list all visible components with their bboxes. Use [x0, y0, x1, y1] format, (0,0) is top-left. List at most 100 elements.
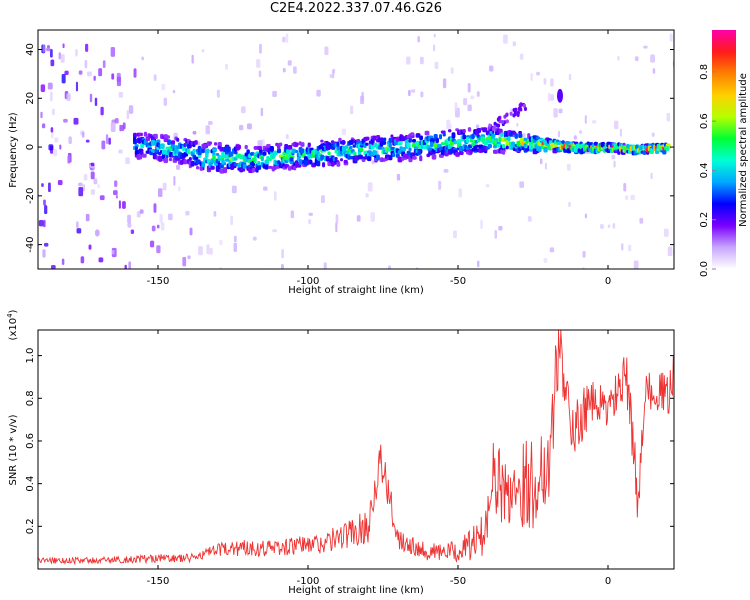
- heatmap-noise-cell: [633, 260, 639, 269]
- heatmap-signal-cell: [458, 151, 464, 155]
- heatmap-noise-cell: [50, 265, 56, 269]
- heatmap-signal-cell: [388, 142, 392, 148]
- spectrogram-y-tick-label: -20: [25, 188, 36, 204]
- heatmap-signal-cell: [365, 136, 370, 141]
- spectrogram-y-tick-label: 0: [25, 144, 36, 150]
- heatmap-signal-cell: [417, 150, 421, 156]
- heatmap-noise-cell: [252, 236, 257, 241]
- heatmap-noise-cell: [111, 73, 115, 80]
- heatmap-noise-cell: [48, 144, 54, 151]
- heatmap-noise-cell: [512, 41, 516, 47]
- heatmap-noise-cell: [105, 134, 109, 144]
- heatmap-signal-cell: [482, 127, 488, 133]
- heatmap-noise-cell: [356, 215, 361, 222]
- heatmap-noise-cell: [323, 262, 327, 269]
- snr-line-series: [38, 330, 674, 566]
- heatmap-signal-cell: [298, 159, 303, 165]
- heatmap-signal-cell: [307, 142, 311, 148]
- heatmap-noise-cell: [78, 70, 83, 75]
- heatmap-signal-cell: [273, 150, 278, 156]
- heatmap-signal-cell: [170, 143, 175, 149]
- heatmap-noise-cell: [48, 182, 51, 193]
- heatmap-signal-cell: [390, 134, 394, 138]
- heatmap-noise-cell: [467, 104, 472, 112]
- heatmap-signal-cell: [271, 154, 276, 159]
- heatmap-signal-cell: [390, 147, 396, 151]
- heatmap-signal-cell: [367, 155, 372, 162]
- heatmap-noise-cell: [46, 47, 51, 52]
- heatmap-noise-cell: [316, 89, 321, 97]
- heatmap-signal-cell: [642, 150, 647, 155]
- heatmap-noise-cell: [420, 91, 424, 98]
- heatmap-signal-cell: [223, 154, 228, 159]
- heatmap-noise-cell: [308, 219, 312, 225]
- heatmap-signal-cell: [187, 148, 191, 155]
- heatmap-noise-cell: [85, 213, 90, 222]
- heatmap-signal-cell: [388, 138, 393, 143]
- heatmap-noise-cell: [287, 60, 292, 66]
- heatmap-signal-cell: [557, 141, 562, 146]
- heatmap-secondary-cell: [518, 106, 522, 111]
- heatmap-signal-cell: [260, 156, 264, 162]
- heatmap-signal-cell: [181, 147, 187, 151]
- heatmap-noise-cell: [652, 68, 656, 74]
- heatmap-secondary-cell: [488, 123, 492, 128]
- heatmap-noise-cell: [367, 182, 373, 192]
- heatmap-noise-cell: [415, 267, 419, 269]
- heatmap-signal-cell: [161, 153, 166, 160]
- heatmap-signal-cell: [406, 150, 411, 156]
- heatmap-noise-cell: [151, 225, 156, 232]
- heatmap-signal-cell: [287, 144, 293, 150]
- spectrogram-x-tick-label: -150: [147, 276, 170, 287]
- heatmap-secondary-cell: [496, 117, 500, 122]
- heatmap-noise-cell: [90, 171, 95, 180]
- heatmap-signal-cell: [264, 159, 269, 165]
- heatmap-noise-cell: [477, 260, 480, 268]
- heatmap-noise-cell: [281, 249, 284, 259]
- snr-y-tick-label: 0.4: [25, 476, 36, 492]
- heatmap-signal-cell: [134, 150, 140, 155]
- heatmap-noise-cell: [259, 43, 262, 54]
- heatmap-signal-cell: [520, 137, 525, 143]
- heatmap-secondary-cell: [505, 119, 509, 124]
- heatmap-signal-cell: [538, 147, 542, 153]
- heatmap-signal-cell: [354, 155, 359, 160]
- heatmap-signal-cell: [359, 147, 364, 152]
- snr-x-tick-label: 0: [605, 576, 611, 587]
- heatmap-noise-cell: [61, 258, 65, 265]
- heatmap-noise-cell: [159, 213, 163, 224]
- heatmap-signal-cell: [253, 157, 257, 164]
- heatmap-signal-cell: [133, 136, 137, 142]
- heatmap-signal-cell: [151, 148, 155, 153]
- heatmap-noise-cell: [433, 44, 436, 52]
- heatmap-signal-cell: [379, 137, 384, 143]
- heatmap-signal-cell: [300, 148, 305, 154]
- heatmap-noise-cell: [40, 111, 43, 119]
- spectrogram-y-label: Frequency (Hz): [8, 112, 19, 188]
- snr-panel: -150 -100 -50 0 0.2 0.4 0.6 0.8 1.0 Height of s…: [6, 309, 675, 596]
- heatmap-noise-cell: [625, 195, 629, 201]
- colorbar-tick-label: 0.8: [699, 64, 710, 80]
- heatmap-signal-cell: [518, 133, 523, 139]
- heatmap-noise-cell: [100, 106, 104, 116]
- heatmap-signal-cell: [381, 140, 387, 145]
- heatmap-signal-cell: [435, 137, 439, 143]
- heatmap-signal-cell: [505, 145, 509, 150]
- heatmap-noise-cell: [41, 183, 44, 188]
- heatmap-noise-cell: [219, 267, 222, 269]
- heatmap-signal-cell: [287, 165, 292, 171]
- heatmap-noise-cell: [149, 240, 155, 248]
- heatmap-signal-cell: [300, 142, 305, 147]
- heatmap-noise-cell: [172, 89, 176, 94]
- heatmap-signal-cell: [237, 144, 241, 150]
- heatmap-noise-cell: [324, 46, 329, 56]
- heatmap-signal-cell: [383, 137, 387, 142]
- heatmap-noise-cell: [209, 247, 213, 255]
- heatmap-noise-cell: [98, 257, 104, 263]
- heatmap-noise-cell: [42, 249, 46, 258]
- spectrogram-x-label: Height of straight line (km): [288, 285, 424, 296]
- spectrogram-frame: [37, 29, 675, 270]
- heatmap-signal-cell: [462, 128, 466, 134]
- heatmap-noise-cell: [480, 219, 483, 230]
- heatmap-noise-cell: [127, 222, 132, 228]
